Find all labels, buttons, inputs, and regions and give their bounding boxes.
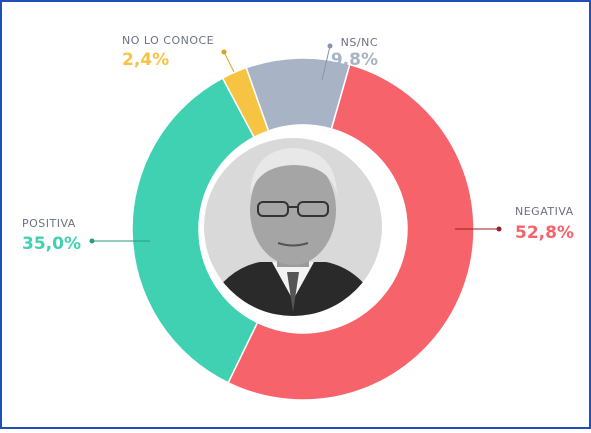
leader-dot xyxy=(89,238,95,244)
category-label: NS/NC xyxy=(341,36,378,49)
value-label: 52,8% xyxy=(515,223,574,243)
labels: NS/NC9,8% NEGATIVA 52,8% POSITIVA 35,0% NO LO… xyxy=(22,34,574,254)
leader-dot xyxy=(327,43,333,49)
leader-dot xyxy=(221,49,227,55)
leader-dot xyxy=(496,226,502,232)
value-label: 9,8% xyxy=(331,50,378,70)
value-label: 35,0% xyxy=(22,234,81,254)
leader-line xyxy=(321,45,331,81)
value-label: 2,4% xyxy=(122,50,169,70)
category-label: NEGATIVA xyxy=(515,205,574,218)
category-label: POSITIVA xyxy=(22,217,76,230)
leader-line xyxy=(223,51,235,73)
category-label: NO LO CONOCE xyxy=(122,34,214,47)
